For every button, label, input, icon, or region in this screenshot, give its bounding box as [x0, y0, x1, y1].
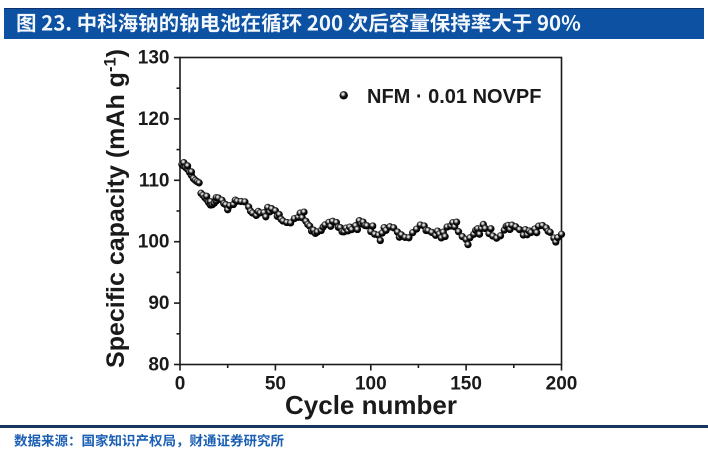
svg-text:130: 130 [138, 48, 170, 69]
svg-text:110: 110 [139, 170, 170, 191]
svg-text:120: 120 [138, 109, 170, 130]
svg-text:200: 200 [546, 374, 578, 395]
svg-text:100: 100 [138, 232, 170, 253]
svg-text:150: 150 [450, 374, 482, 395]
svg-text:0: 0 [175, 374, 186, 395]
svg-text:80: 80 [148, 355, 169, 376]
svg-text:NFM · 0.01 NOVPF: NFM · 0.01 NOVPF [367, 86, 541, 108]
svg-text:90: 90 [148, 293, 169, 314]
svg-text:50: 50 [265, 374, 286, 395]
svg-text:100: 100 [355, 374, 387, 395]
svg-text:Specific capacity (mAh g-1): Specific capacity (mAh g-1) [101, 49, 130, 368]
svg-text:Cycle number: Cycle number [285, 390, 457, 420]
